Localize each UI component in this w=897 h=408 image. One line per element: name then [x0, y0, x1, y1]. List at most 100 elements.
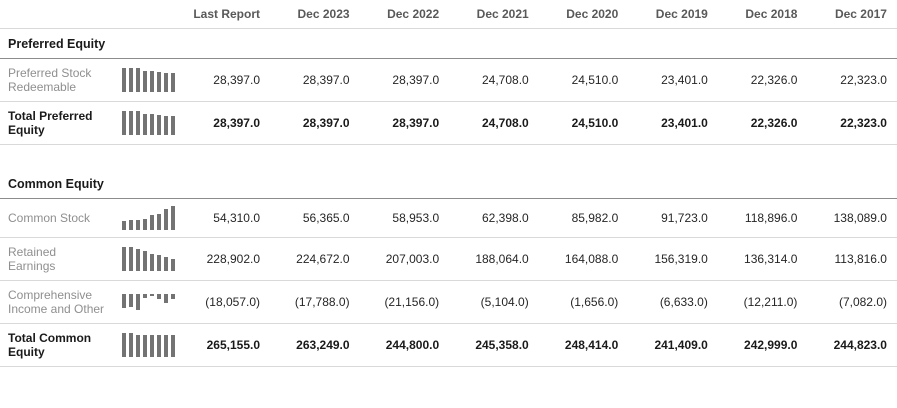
sparkline-bar — [129, 247, 133, 271]
table-row[interactable]: Total Common Equity 265,155.0 263,249.0 244… — [0, 324, 897, 367]
value-cell: 224,672.0 — [296, 252, 350, 266]
value-cell: 24,510.0 — [571, 73, 619, 87]
sparkline-bar — [157, 294, 161, 299]
sparkline-bar — [171, 206, 175, 230]
sparkline-bar — [157, 335, 161, 357]
value-cell: 228,902.0 — [206, 252, 260, 266]
sparkline-bar — [164, 116, 168, 135]
sparkline-cell — [118, 294, 190, 310]
value-cell: 245,358.0 — [475, 338, 529, 352]
sparkline-chart — [122, 294, 180, 310]
sparkline-bar — [157, 115, 161, 135]
sparkline-cell — [118, 111, 190, 135]
equity-statement-table: Last Report Dec 2023 Dec 2022 Dec 2021 Dec 2… — [0, 0, 897, 367]
value-cell: 244,800.0 — [385, 338, 440, 352]
sparkline-bar — [143, 335, 147, 357]
sparkline-chart — [122, 333, 180, 357]
value-cell: 85,982.0 — [571, 211, 619, 225]
sparkline-bar — [143, 294, 147, 298]
sparkline-bar — [157, 214, 161, 230]
sparkline-cell — [118, 247, 190, 271]
sparkline-bar — [164, 73, 168, 92]
sparkline-bar — [136, 111, 140, 135]
column-header: Dec 2021 — [476, 7, 529, 21]
table-body: Preferred Equity Preferred Stock Redeemab… — [0, 29, 897, 367]
sparkline-bar — [143, 219, 147, 230]
value-cell: 113,816.0 — [834, 252, 887, 266]
sparkline-bar — [157, 72, 161, 92]
sparkline-bar — [129, 294, 133, 307]
sparkline-bar — [122, 294, 126, 308]
sparkline-bar — [171, 116, 175, 135]
value-cell: 24,708.0 — [481, 73, 529, 87]
sparkline-bar — [129, 68, 133, 92]
table-row[interactable]: Total Preferred Equity 28,397.0 28,397.0 28… — [0, 102, 897, 145]
sparkline-bar — [122, 111, 126, 135]
value-cell: 54,310.0 — [213, 211, 260, 225]
sparkline-bar — [150, 254, 154, 271]
column-header: Last Report — [193, 7, 260, 21]
value-cell: 28,397.0 — [213, 116, 260, 130]
value-cell: (6,633.0) — [659, 295, 708, 309]
sparkline-chart — [122, 68, 180, 92]
value-cell: 22,323.0 — [840, 73, 887, 87]
value-cell: 58,953.0 — [392, 211, 440, 225]
sparkline-bar — [136, 68, 140, 92]
sparkline-bar — [136, 294, 140, 310]
sparkline-bar — [143, 114, 147, 135]
column-header: Dec 2023 — [297, 7, 350, 21]
value-cell: 136,314.0 — [744, 252, 798, 266]
sparkline-bar — [171, 259, 175, 271]
row-label: Common Stock — [8, 211, 91, 225]
sparkline-cell — [118, 68, 190, 92]
row-label: Retained Earnings — [8, 245, 57, 273]
value-cell: 263,249.0 — [296, 338, 350, 352]
table-row[interactable]: Retained Earnings 228,902.0 224,672.0 207,0… — [0, 238, 897, 281]
sparkline-chart — [122, 247, 180, 271]
value-cell: 241,409.0 — [654, 338, 708, 352]
column-header: Dec 2018 — [745, 7, 798, 21]
value-cell: (1,656.0) — [570, 295, 619, 309]
sparkline-bar — [164, 294, 168, 303]
table-row[interactable]: Preferred Stock Redeemable 28,397.0 28,397… — [0, 59, 897, 102]
sparkline-bar — [164, 335, 168, 357]
table-row[interactable]: Common Stock 54,310.0 56,365.0 58,953.0 62,3… — [0, 199, 897, 238]
table-row[interactable]: Comprehensive Income and Other (18,057.0)… — [0, 281, 897, 324]
column-header: Dec 2020 — [566, 7, 619, 21]
sparkline-bar — [150, 294, 154, 296]
value-cell: 265,155.0 — [206, 338, 260, 352]
row-label: Comprehensive Income and Other — [8, 288, 105, 316]
sparkline-bar — [136, 249, 140, 271]
value-cell: 22,326.0 — [750, 116, 798, 130]
value-cell: 24,510.0 — [571, 116, 619, 130]
value-cell: 242,999.0 — [744, 338, 798, 352]
column-header: Dec 2017 — [834, 7, 887, 21]
sparkline-chart — [122, 111, 180, 135]
value-cell: (12,211.0) — [743, 295, 798, 309]
value-cell: 28,397.0 — [302, 116, 350, 130]
sparkline-bar — [122, 333, 126, 357]
sparkline-bar — [150, 71, 154, 92]
sparkline-bar — [157, 255, 161, 271]
sparkline-bar — [129, 220, 133, 230]
value-cell: 156,319.0 — [654, 252, 708, 266]
table-header-row: Last Report Dec 2023 Dec 2022 Dec 2021 Dec 2… — [0, 0, 897, 29]
value-cell: 24,708.0 — [481, 116, 529, 130]
value-cell: (5,104.0) — [480, 295, 529, 309]
section-header-row: Common Equity — [0, 169, 897, 199]
sparkline-bar — [129, 333, 133, 357]
row-label: Total Preferred Equity — [8, 109, 93, 137]
sparkline-bar — [129, 111, 133, 135]
sparkline-bar — [150, 114, 154, 135]
sparkline-bar — [150, 215, 154, 230]
value-cell: 248,414.0 — [564, 338, 619, 352]
section-title: Common Equity — [8, 177, 104, 191]
sparkline-bar — [164, 209, 168, 230]
sparkline-bar — [171, 335, 175, 357]
sparkline-bar — [171, 294, 175, 299]
value-cell: 244,823.0 — [833, 338, 887, 352]
sparkline-bar — [143, 71, 147, 92]
value-cell: (18,057.0) — [205, 295, 260, 309]
section-header-row: Preferred Equity — [0, 29, 897, 59]
row-label: Total Common Equity — [8, 331, 92, 359]
